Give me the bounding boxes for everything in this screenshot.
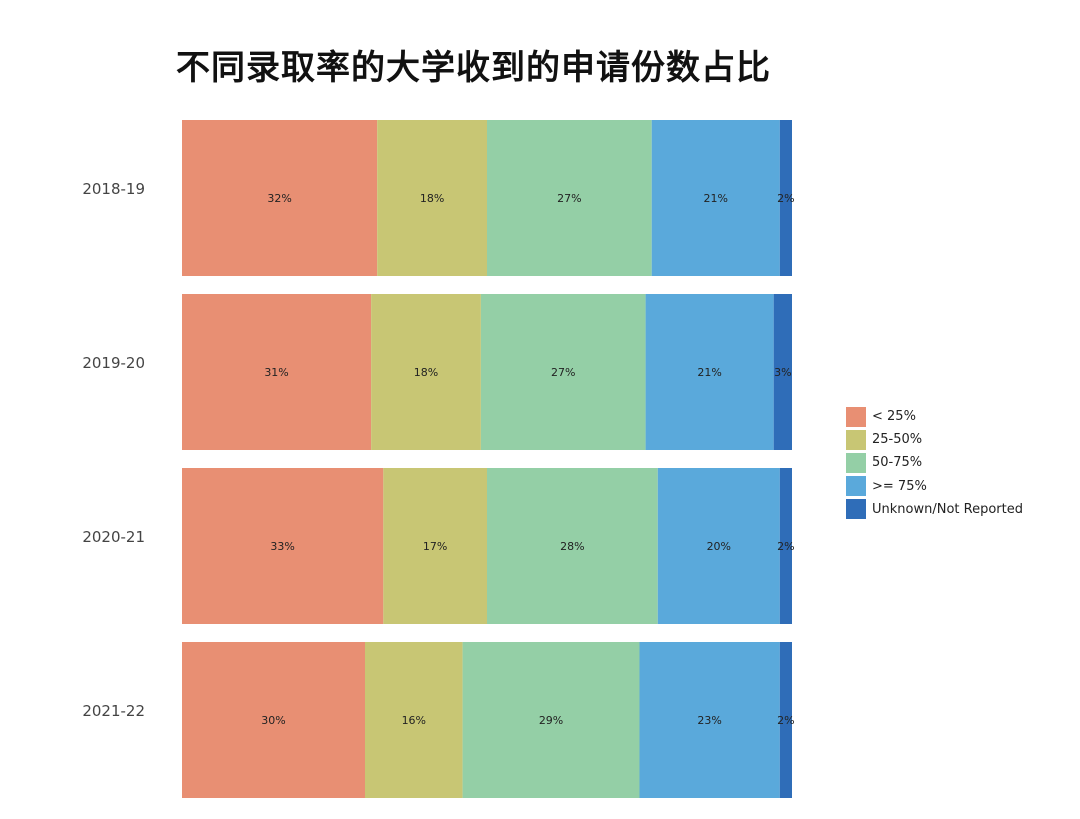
legend-label: 25-50%: [872, 432, 923, 448]
data-label: 21%: [697, 366, 721, 379]
bar-segment: [779, 642, 792, 798]
data-label: 3%: [774, 366, 791, 379]
legend-item: 25-50%: [846, 428, 1023, 451]
y-tick-label: 2018-19: [82, 180, 145, 198]
bar-segment: [645, 294, 774, 450]
data-label: 2%: [777, 714, 794, 727]
legend-swatch: [846, 406, 866, 427]
data-label: 27%: [551, 366, 575, 379]
legend-label: >= 75%: [872, 478, 927, 494]
data-label: 18%: [414, 366, 438, 379]
data-label: 28%: [560, 540, 584, 553]
legend-swatch: [846, 476, 866, 497]
chart-title: 不同录取率的大学收到的申请份数占比: [176, 48, 771, 88]
bar-segment: [377, 120, 487, 276]
bar-segment: [182, 294, 372, 450]
bar-segment: [487, 468, 658, 624]
y-tick-label: 2020-21: [82, 528, 145, 546]
bar-segment: [779, 120, 792, 276]
data-label: 33%: [270, 540, 294, 553]
bar-segment: [487, 120, 652, 276]
legend-label: 50-75%: [872, 455, 923, 471]
bar-segment: [182, 468, 384, 624]
bar-segment: [773, 294, 792, 450]
data-label: 30%: [261, 714, 285, 727]
bar-segment: [182, 120, 378, 276]
y-tick-label: 2019-20: [82, 354, 145, 372]
legend-label: < 25%: [872, 409, 916, 425]
data-label: 21%: [704, 192, 728, 205]
data-label: 18%: [420, 192, 444, 205]
data-label: 17%: [423, 540, 447, 553]
legend-swatch: [846, 499, 866, 520]
data-label: 23%: [697, 714, 721, 727]
y-tick-label: 2021-22: [82, 702, 145, 720]
data-label: 16%: [402, 714, 426, 727]
data-label: 2%: [777, 192, 794, 205]
data-label: 20%: [707, 540, 731, 553]
legend-item: >= 75%: [846, 475, 1023, 498]
data-label: 31%: [264, 366, 288, 379]
bar-segment: [651, 120, 780, 276]
data-label: 27%: [557, 192, 581, 205]
data-label: 32%: [267, 192, 291, 205]
legend-item: < 25%: [846, 405, 1023, 428]
bar-segment: [182, 642, 365, 798]
legend-label: Unknown/Not Reported: [872, 501, 1023, 517]
bar-segment: [639, 642, 780, 798]
legend-swatch: [846, 429, 866, 450]
data-label: 2%: [777, 540, 794, 553]
bar-segment: [365, 642, 463, 798]
bar-segment: [657, 468, 780, 624]
legend-item: Unknown/Not Reported: [846, 498, 1023, 521]
legend: < 25% 25-50% 50-75% >= 75% Unknown/Not Repor…: [846, 405, 1023, 521]
bar-segment: [480, 294, 646, 450]
bar-segment: [462, 642, 640, 798]
bar-segment: [779, 468, 792, 624]
data-label: 29%: [539, 714, 563, 727]
legend-item: 50-75%: [846, 451, 1023, 474]
bar-segment: [383, 468, 487, 624]
legend-swatch: [846, 452, 866, 473]
bar-segment: [371, 294, 481, 450]
